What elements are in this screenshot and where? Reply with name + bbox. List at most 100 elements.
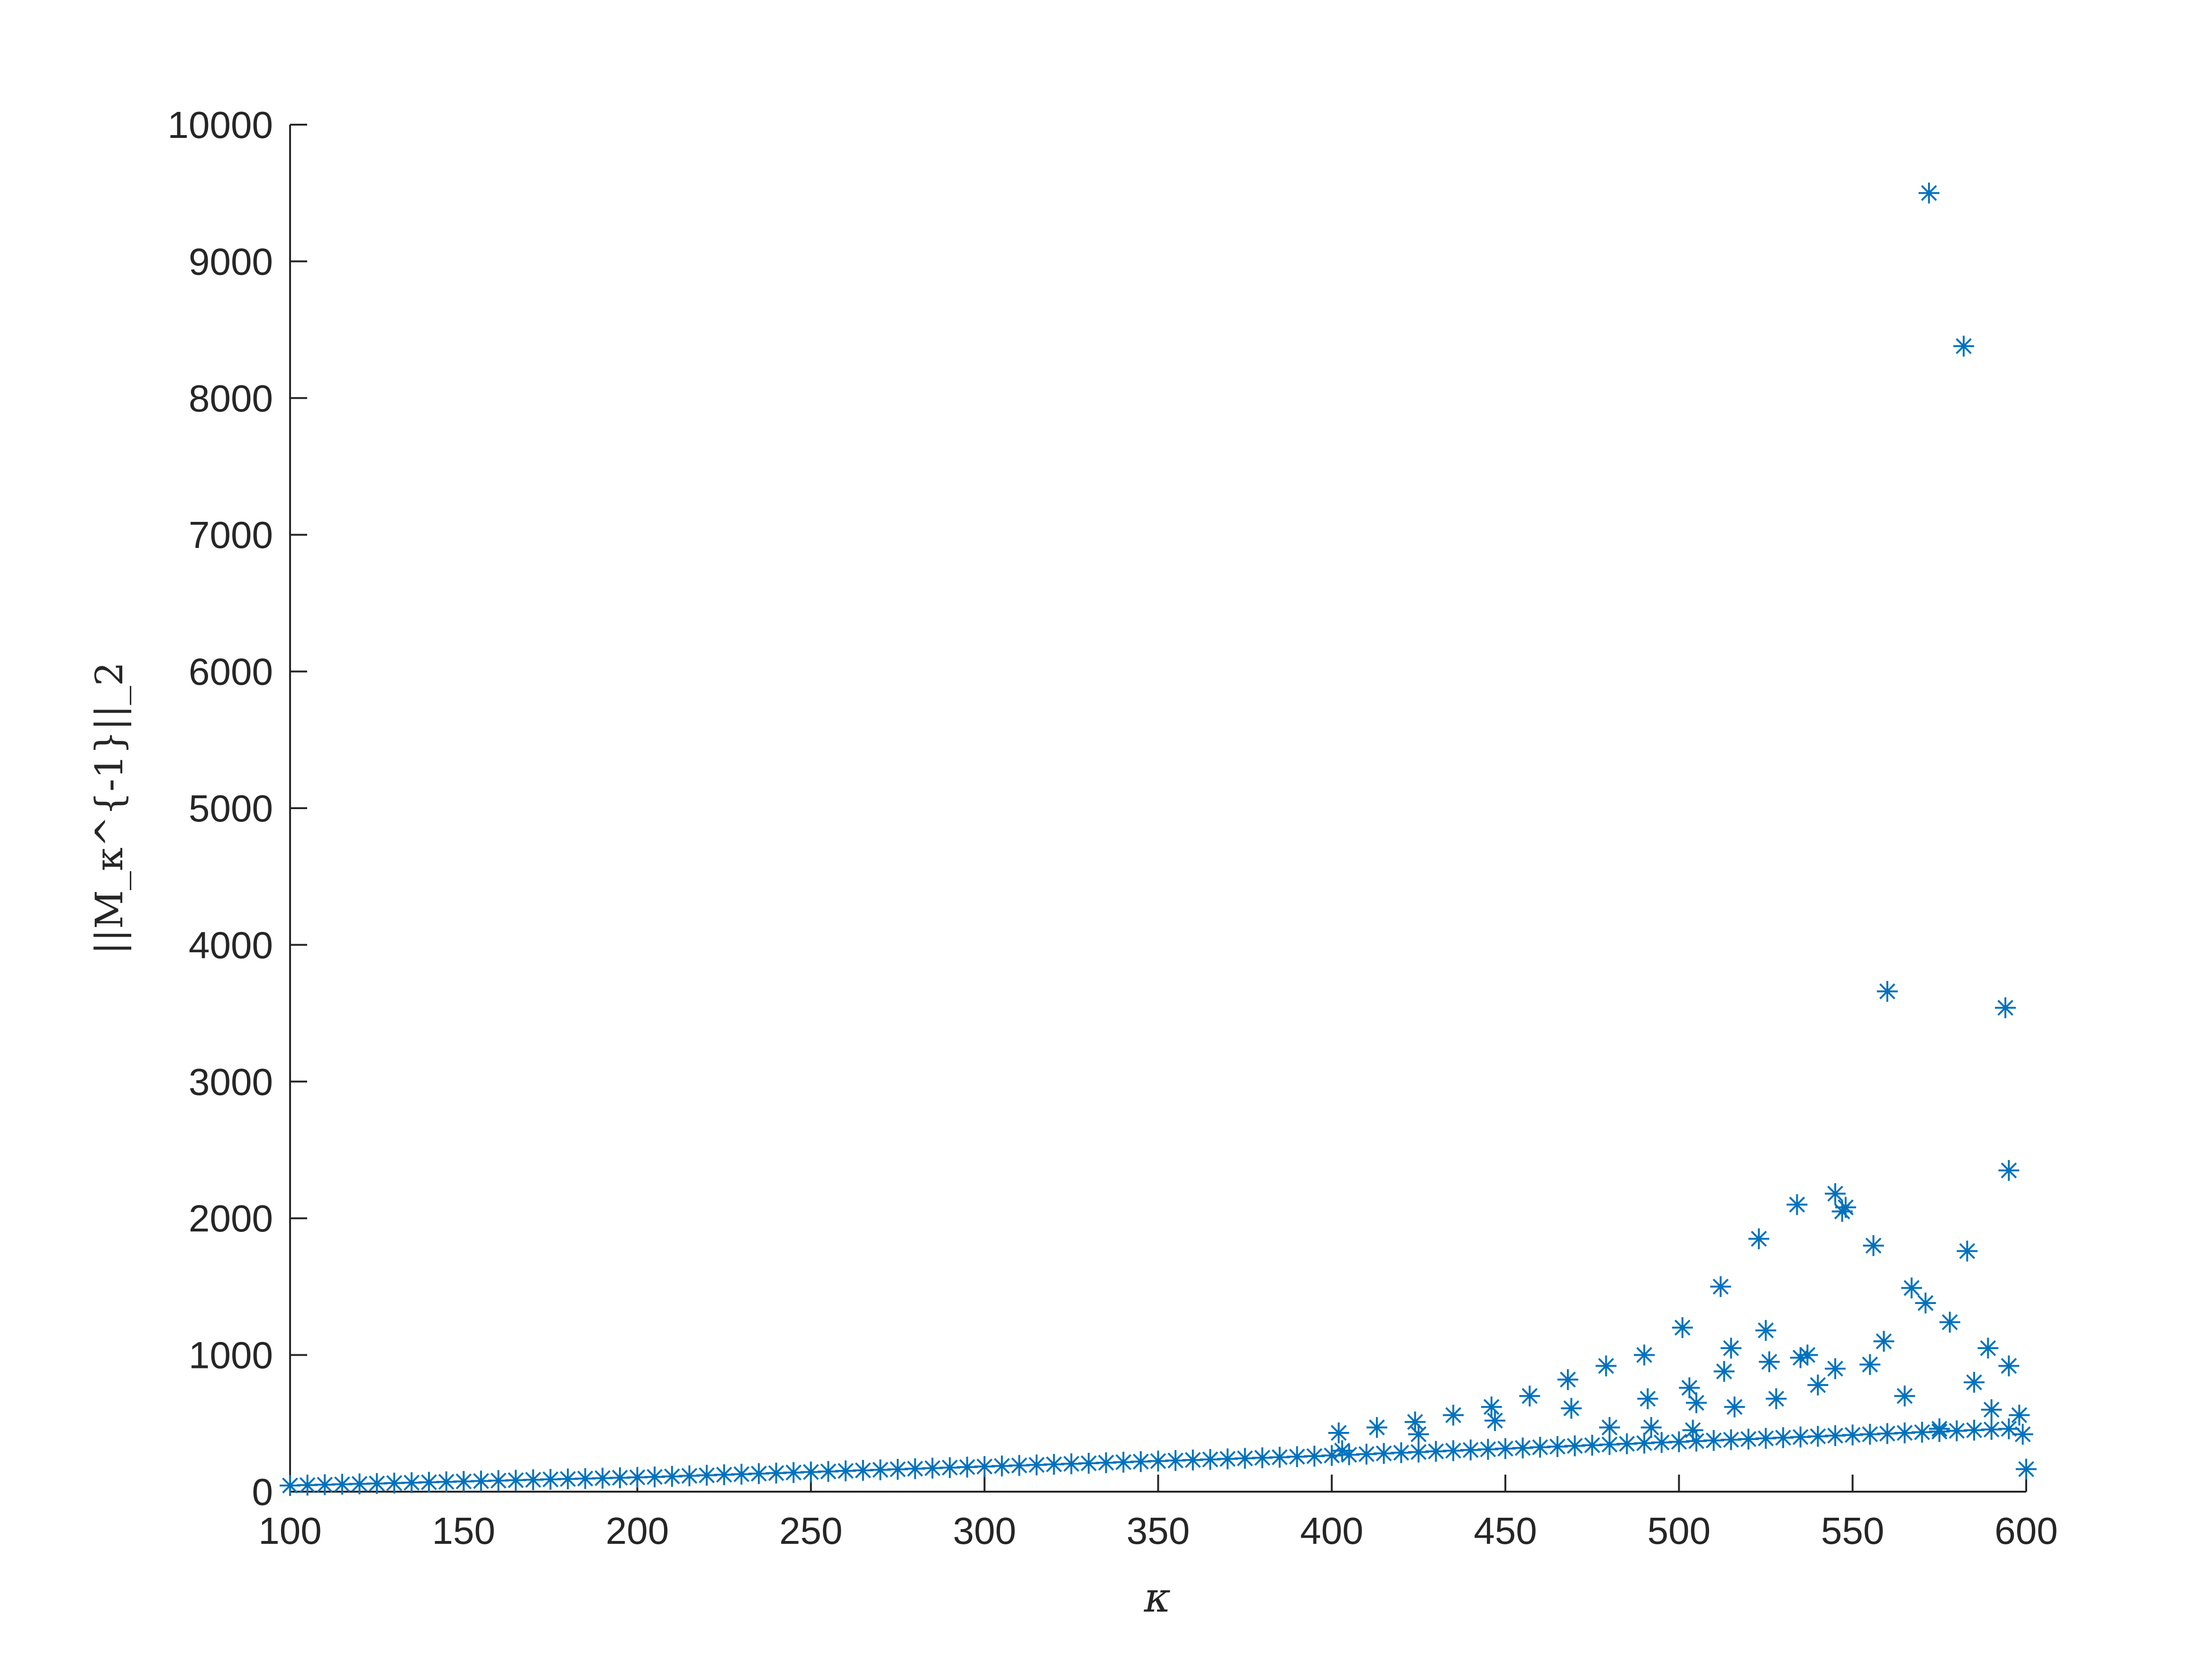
data-point — [1964, 1372, 1985, 1393]
y-tick-label: 4000 — [189, 924, 273, 966]
y-tick-label: 9000 — [189, 240, 273, 283]
data-point — [1807, 1426, 1829, 1447]
data-point — [1766, 1388, 1787, 1409]
data-point — [2012, 1423, 2033, 1445]
data-point — [1557, 1369, 1578, 1390]
data-point — [1651, 1432, 1672, 1453]
data-point — [1995, 997, 2016, 1019]
data-point — [1519, 1386, 1540, 1407]
axes — [289, 125, 2026, 1493]
x-tick-label: 200 — [606, 1510, 669, 1552]
data-point — [1998, 1355, 2020, 1376]
data-point — [1873, 1331, 1894, 1352]
data-point — [383, 1472, 405, 1494]
data-point — [1863, 1235, 1884, 1256]
data-point — [974, 1456, 995, 1477]
data-point — [1634, 1344, 1655, 1366]
data-point — [1710, 1276, 1731, 1297]
y-axis-label: ||M_κ^{-1}||_2 — [87, 662, 131, 954]
data-point — [1755, 1320, 1776, 1341]
y-tick-label: 10000 — [168, 104, 273, 146]
x-tick-label: 350 — [1127, 1510, 1190, 1552]
x-tick-label: 600 — [1994, 1510, 2057, 1552]
y-tick-label: 1000 — [189, 1334, 273, 1376]
data-point — [696, 1465, 718, 1486]
data-point — [1894, 1386, 1915, 1407]
data-point — [1679, 1377, 1700, 1398]
data-point — [1835, 1197, 1857, 1218]
data-point — [1825, 1358, 1846, 1379]
data-point — [1939, 1312, 1960, 1333]
data-point — [1998, 1160, 2020, 1181]
data-point — [939, 1457, 960, 1478]
data-point — [331, 1474, 353, 1495]
data-point — [1328, 1422, 1349, 1443]
x-tick-label: 400 — [1300, 1510, 1363, 1552]
data-point — [1786, 1194, 1808, 1215]
y-tick-label: 5000 — [189, 787, 273, 830]
data-point — [1366, 1417, 1388, 1438]
data-markers — [280, 182, 2037, 1496]
data-point — [1720, 1338, 1742, 1359]
data-point — [1599, 1417, 1620, 1438]
data-point — [1953, 336, 1975, 357]
y-tick-label: 7000 — [189, 514, 273, 556]
data-point — [1512, 1437, 1533, 1458]
data-point — [1724, 1396, 1745, 1418]
y-tick-label: 3000 — [189, 1061, 273, 1103]
data-point — [1595, 1355, 1617, 1376]
x-ticks: 100 150 200 250 300 350 400 450 500 550 600 — [258, 1475, 2058, 1552]
data-point — [887, 1458, 909, 1480]
x-tick-label: 450 — [1474, 1510, 1537, 1552]
x-tick-label: 500 — [1648, 1510, 1711, 1552]
data-point — [1200, 1449, 1221, 1470]
y-axis-label-group: ||M_κ^{-1}||_2 — [87, 662, 131, 954]
y-tick-label: 8000 — [189, 377, 273, 419]
data-point — [1682, 1420, 1703, 1441]
data-point — [1918, 182, 1939, 204]
data-point — [1859, 1354, 1881, 1375]
data-point — [1561, 1398, 1582, 1419]
data-point — [1929, 1418, 1950, 1440]
data-point — [1790, 1426, 1811, 1448]
data-point — [2016, 1458, 2037, 1480]
data-point — [1331, 1440, 1353, 1461]
data-point — [991, 1455, 1012, 1477]
y-tick-label: 6000 — [189, 651, 273, 693]
data-point — [1915, 1293, 1936, 1314]
data-point — [1977, 1338, 1999, 1359]
data-point — [2009, 1404, 2030, 1426]
data-point — [1876, 981, 1898, 1002]
x-tick-label: 150 — [432, 1510, 495, 1552]
x-tick-label: 300 — [953, 1510, 1016, 1552]
data-point — [1790, 1347, 1811, 1368]
data-point — [1404, 1411, 1426, 1432]
data-point — [1686, 1392, 1707, 1413]
x-tick-label: 100 — [258, 1510, 321, 1552]
data-point — [1672, 1317, 1693, 1338]
data-point — [1637, 1388, 1658, 1409]
y-tick-label: 0 — [252, 1471, 273, 1513]
data-point — [1912, 1422, 1933, 1443]
data-point — [1640, 1417, 1662, 1438]
x-tick-label: 250 — [779, 1510, 842, 1552]
data-point — [1484, 1410, 1506, 1431]
data-point — [1758, 1351, 1780, 1373]
data-point — [1981, 1399, 2002, 1420]
data-point — [1481, 1396, 1502, 1418]
data-point — [679, 1465, 700, 1486]
y-tick-label: 2000 — [189, 1197, 273, 1240]
data-point — [731, 1464, 752, 1485]
data-point — [1957, 1240, 1978, 1262]
data-point — [852, 1460, 874, 1481]
data-point — [1748, 1228, 1769, 1249]
data-point — [1009, 1455, 1030, 1476]
data-point — [1443, 1404, 1464, 1426]
data-point — [1408, 1423, 1429, 1445]
x-tick-label: 550 — [1821, 1510, 1884, 1552]
y-ticks: 0 1000 2000 3000 4000 5000 6000 7000 8000 9000 100… — [168, 104, 307, 1513]
data-point — [1095, 1452, 1117, 1473]
data-point — [1713, 1361, 1735, 1382]
data-point — [1807, 1375, 1829, 1396]
data-point — [1825, 1183, 1846, 1204]
